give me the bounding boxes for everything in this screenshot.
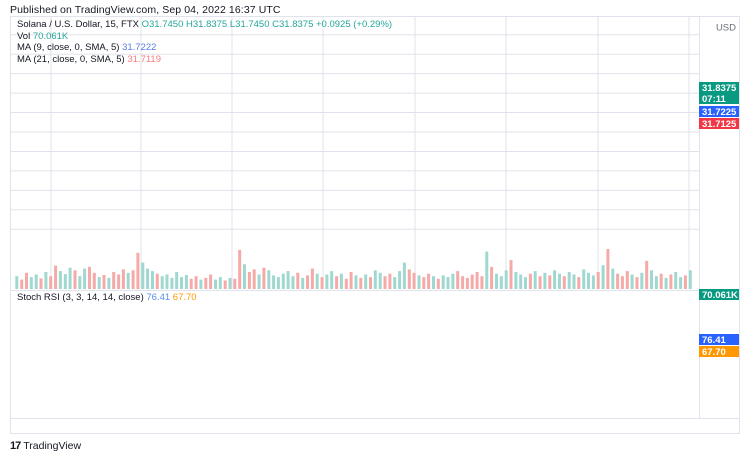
legend-volume-label: Vol bbox=[17, 30, 31, 42]
last-price-value: 31.8375 bbox=[702, 83, 737, 94]
legend-ma9-row: MA (9, close, 0, SMA, 5) 31.7222 bbox=[17, 42, 392, 54]
last-price-badge: 31.8375 07:11 bbox=[699, 82, 739, 105]
tradingview-brand-label: TradingView bbox=[23, 440, 82, 452]
legend-ma21-label[interactable]: MA (21, close, 0, SMA, 5) bbox=[17, 53, 125, 65]
time-axis[interactable] bbox=[11, 418, 739, 433]
legend-symbol-row: Solana / U.S. Dollar, 15, FTX O31.7450 H… bbox=[17, 19, 392, 31]
countdown-value: 07:11 bbox=[702, 94, 726, 105]
stoch-rsi-d-value: 67.70 bbox=[172, 292, 197, 303]
legend-open-value: 31.7450 bbox=[149, 19, 184, 30]
price-legend: Solana / U.S. Dollar, 15, FTX O31.7450 H… bbox=[17, 19, 392, 65]
stoch-rsi-svg bbox=[11, 291, 699, 419]
legend-low-label: L bbox=[229, 19, 236, 30]
legend-ma21-value: 31.7119 bbox=[127, 53, 161, 65]
price-pane[interactable]: Solana / U.S. Dollar, 15, FTX O31.7450 H… bbox=[11, 17, 699, 289]
tradingview-mark-icon: 17 bbox=[10, 440, 21, 452]
legend-high-label: H bbox=[186, 19, 193, 30]
stoch-rsi-pane[interactable]: Stoch RSI (3, 3, 14, 14, close) 76.41 67… bbox=[11, 290, 699, 419]
legend-high-value: 31.8375 bbox=[192, 19, 228, 30]
value-axis[interactable]: USD 31.8375 07:11 31.7225 31.7125 70.061… bbox=[699, 17, 739, 418]
legend-volume-row: Vol 70.061K bbox=[17, 31, 392, 43]
legend-close-value: 31.8375 bbox=[279, 19, 314, 30]
stoch-rsi-k-value: 76.41 bbox=[146, 292, 171, 303]
legend-close-label: C bbox=[272, 19, 280, 30]
published-caption: Published on TradingView.com, Sep 04, 20… bbox=[10, 4, 281, 16]
legend-low-value: 31.7450 bbox=[235, 19, 270, 30]
tradingview-logo[interactable]: 17 TradingView bbox=[10, 440, 81, 452]
price-chart-svg bbox=[11, 17, 699, 289]
chart-frame: Solana / U.S. Dollar, 15, FTX O31.7450 H… bbox=[10, 16, 740, 434]
volume-badge: 70.061K bbox=[699, 289, 739, 301]
legend-ma21-row: MA (21, close, 0, SMA, 5) 31.7119 bbox=[17, 54, 392, 66]
legend-symbol[interactable]: Solana / U.S. Dollar, 15, FTX bbox=[17, 19, 139, 30]
axis-unit-label: USD bbox=[715, 22, 736, 34]
ma21-price-badge: 31.7125 bbox=[699, 118, 739, 130]
legend-ma9-value: 31.7222 bbox=[122, 42, 157, 53]
legend-open-label: O bbox=[141, 19, 150, 30]
stoch-rsi-legend: Stoch RSI (3, 3, 14, 14, close) 76.41 67… bbox=[17, 292, 197, 303]
ma9-price-badge: 31.7225 bbox=[699, 106, 739, 118]
stoch-k-badge: 76.41 bbox=[699, 334, 739, 346]
legend-ma9-label[interactable]: MA (9, close, 0, SMA, 5) bbox=[17, 42, 120, 53]
stoch-rsi-title[interactable]: Stoch RSI (3, 3, 14, 14, close) bbox=[17, 292, 144, 303]
stoch-d-badge: 67.70 bbox=[699, 346, 739, 358]
legend-change: +0.0925 (+0.29%) bbox=[316, 19, 393, 30]
legend-volume-value: 70.061K bbox=[32, 30, 69, 42]
